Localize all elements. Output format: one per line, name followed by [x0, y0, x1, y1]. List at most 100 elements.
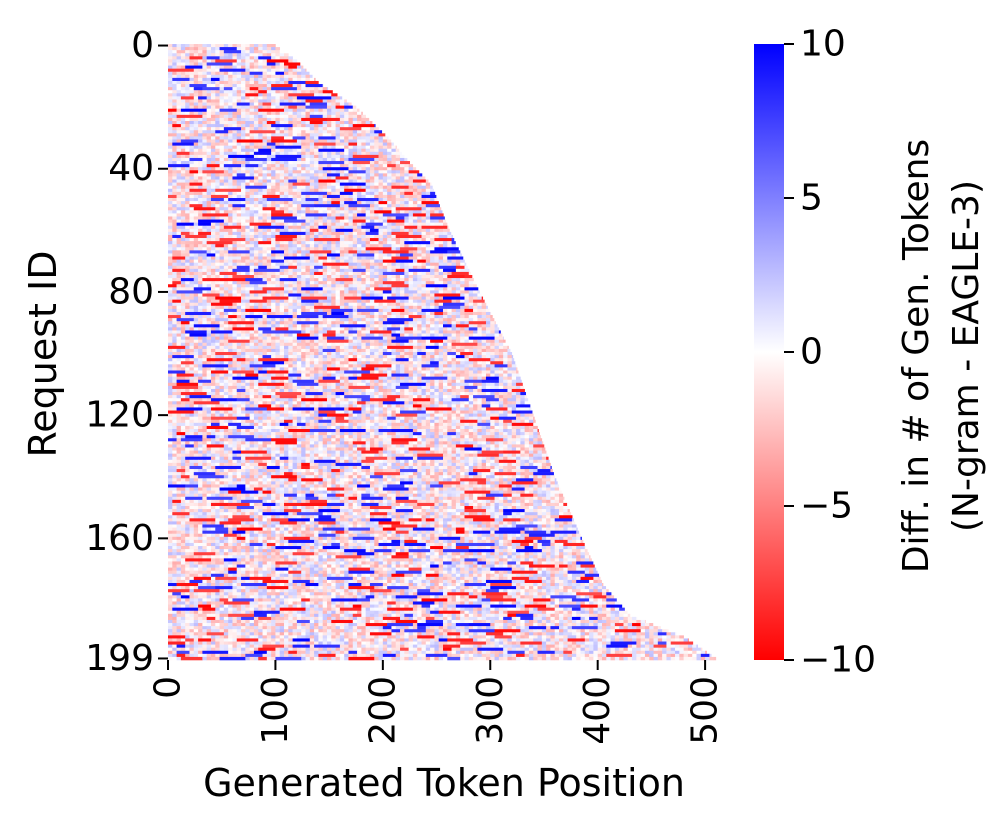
heatmap-cell: [443, 287, 448, 291]
heatmap-cell: [215, 74, 220, 79]
heatmap-cell: [253, 173, 259, 177]
heatmap-cell: [206, 167, 212, 171]
heatmap-cell: [404, 290, 409, 294]
heatmap-cell: [296, 161, 302, 165]
heatmap-cell: [180, 157, 186, 162]
heatmap-cell: [365, 342, 371, 347]
heatmap-cell: [176, 290, 203, 294]
heatmap-cell: [266, 293, 272, 297]
heatmap-cell: [232, 111, 238, 116]
heatmap-cell: [490, 345, 495, 350]
heatmap-cell: [494, 321, 496, 325]
heatmap-cell: [172, 136, 177, 140]
heatmap-cell: [271, 318, 276, 322]
heatmap-cell: [382, 345, 388, 350]
heatmap-cell: [245, 342, 250, 347]
heatmap-cell: [185, 124, 190, 128]
heatmap-cell: [417, 287, 422, 291]
heatmap-cell: [326, 234, 332, 239]
heatmap-cell: [232, 290, 238, 294]
heatmap-cell: [296, 271, 302, 276]
heatmap-cell: [335, 157, 341, 162]
heatmap-cell: [241, 105, 246, 109]
heatmap-cell: [331, 302, 336, 307]
heatmap-cell: [425, 198, 431, 202]
heatmap-cell: [447, 253, 452, 257]
heatmap-cell: [193, 207, 216, 211]
heatmap-cell: [193, 210, 199, 214]
heatmap-cell: [395, 278, 401, 282]
heatmap-row: [168, 281, 476, 285]
heatmap-cell: [180, 284, 186, 288]
heatmap-cell: [193, 44, 199, 48]
heatmap-cell: [223, 164, 242, 168]
heatmap-cell: [305, 185, 311, 190]
heatmap-cell: [275, 164, 281, 168]
heatmap-cell: [438, 228, 444, 233]
heatmap-cell: [374, 161, 379, 165]
heatmap-cell: [176, 241, 182, 245]
heatmap-cell: [305, 339, 311, 344]
heatmap-cell: [292, 182, 311, 186]
heatmap-cell: [210, 80, 216, 85]
heatmap-cell: [210, 191, 216, 196]
heatmap-cell: [198, 296, 203, 300]
heatmap-cell: [210, 228, 216, 233]
heatmap-cell: [387, 318, 414, 322]
heatmap-cell: [202, 65, 207, 69]
heatmap-cell: [275, 256, 281, 260]
heatmap-cell: [326, 318, 332, 322]
heatmap-cell: [279, 247, 285, 251]
heatmap-row: [168, 56, 293, 60]
heatmap-cell: [271, 201, 276, 205]
heatmap-cell: [455, 278, 461, 282]
heatmap-row: [168, 290, 480, 294]
heatmap-cell: [271, 244, 276, 248]
heatmap-cell: [241, 348, 246, 353]
heatmap-cell: [430, 342, 435, 347]
heatmap-cell: [391, 173, 397, 177]
heatmap-cell: [176, 84, 182, 88]
heatmap-cell: [400, 290, 405, 294]
heatmap-cell: [232, 234, 238, 239]
heatmap-cell: [232, 348, 238, 353]
heatmap-cell: [176, 207, 182, 211]
heatmap-cell: [309, 342, 315, 347]
heatmap-cell: [408, 198, 414, 202]
heatmap-cell: [172, 333, 177, 337]
heatmap-cell: [245, 148, 250, 153]
heatmap-cell: [344, 244, 349, 248]
heatmap-cell: [198, 339, 203, 344]
heatmap-cell: [318, 342, 323, 347]
heatmap-cell: [425, 213, 431, 217]
heatmap-cell: [314, 231, 319, 236]
heatmap-cell: [391, 216, 397, 220]
heatmap-cell: [305, 99, 323, 103]
heatmap-cell: [301, 259, 306, 263]
heatmap-cell: [245, 62, 250, 66]
heatmap-cell: [365, 311, 371, 316]
heatmap-cell: [185, 191, 190, 196]
heatmap-cell: [219, 56, 225, 60]
heatmap-cell: [430, 275, 435, 279]
heatmap-cell: [374, 299, 397, 304]
heatmap-cell: [314, 93, 319, 97]
heatmap-cell: [305, 305, 311, 310]
heatmap-cell: [279, 74, 285, 79]
heatmap-cell: [266, 96, 272, 100]
heatmap-cell: [206, 53, 212, 57]
heatmap-cell: [249, 287, 255, 291]
heatmap-cell: [326, 194, 341, 199]
heatmap-cell: [262, 296, 289, 300]
heatmap-cell: [417, 250, 422, 254]
heatmap-cell: [378, 157, 384, 162]
heatmap-cell: [206, 102, 212, 106]
heatmap-cell: [339, 244, 345, 248]
heatmap-cell: [172, 281, 182, 285]
heatmap-cell: [318, 93, 323, 97]
heatmap-cell: [443, 262, 448, 267]
heatmap-cell: [331, 271, 336, 276]
heatmap-cell: [296, 287, 302, 291]
heatmap-cell: [447, 259, 452, 263]
heatmap-cell: [322, 342, 328, 347]
